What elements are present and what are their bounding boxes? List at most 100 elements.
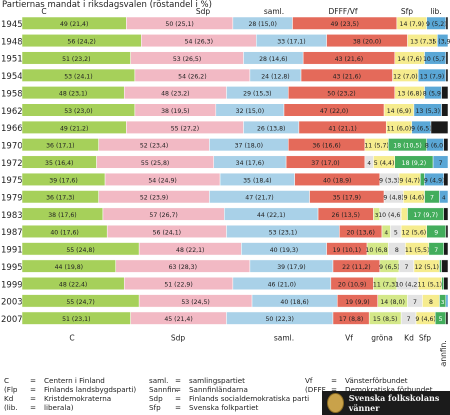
legend-abbreviation: C [4,376,10,385]
chart-title: Partiernas mandat i riksdagsvalen (rösta… [2,0,212,10]
legend-equals: = [331,376,338,385]
legend-entry: (Flp = Finlands landsbygdsparti) [4,385,136,394]
bar-data-label: 49 (21,2) [60,125,88,132]
bar-data-label: 4 [442,196,446,202]
year-label: 1948 [1,37,23,47]
bar-data-label: 50 (22,3) [266,316,294,323]
bar-data-label: 8 (6,0) [425,143,446,150]
bar-data-label: 19 (9,9) [345,299,370,306]
legend-entry: (DFFF = Demokratiska förbundet [305,385,433,394]
bar-data-label: 11 (5,5) [405,247,430,254]
year-label: 1995 [1,263,23,273]
stacked-bar-chart: C Sdp saml. DFFF/Vf Sfp lib. 1945 49 (21,4) 50 (… [1,7,450,367]
bar-data-label: 9 (4,8) [383,195,404,202]
seal-icon [327,393,344,413]
column-label: lib. [430,7,441,16]
legend-full-name: Finlands landsbygdsparti) [44,385,137,394]
bar-data-label: 14 (7,9) [400,21,425,28]
bar-data-label: 5 [439,316,443,323]
bar-data-label: 9 (4,6) [404,195,425,202]
bar-segment-other [441,103,449,117]
bar-segment-flp [439,259,442,273]
bar-data-label: 9 (4,9) [424,177,445,184]
bar-data-label: 10 (6,8) [365,247,390,254]
bar-data-label: 28 (15,0) [248,21,276,28]
bottom-column-label: C [69,333,74,342]
bar-data-label: 51 (22,9) [164,281,192,288]
bar-data-label: 13 (7,9) [420,73,445,80]
bar-data-label: 41 (21,1) [328,125,356,132]
bottom-column-label: gröna [371,333,393,342]
bar-data-label: 37 (18,0) [235,143,263,150]
bar-data-label: 38 (20,0) [353,39,381,46]
bar-data-label: 38 (19,5) [161,108,189,115]
bottom-column-label: Vf [345,333,353,342]
bar-segment-other [441,259,449,273]
bar-data-label: 5 (4,4) [374,160,395,167]
bar-data-label: 33 (17,1) [277,39,305,46]
bar-data-label: 20 (13,6) [346,229,374,236]
bottom-column-label: Sfp [419,333,431,342]
legend-abbreviation: saml. [149,376,169,385]
bar-data-label: 7 [413,299,417,306]
bar-data-label: 39 (17,9) [277,264,305,271]
bottom-column-label: Sdp [171,333,186,342]
bar-data-label: 11 (6,0) [387,125,412,132]
column-label: C [41,7,46,16]
bar-data-label: 29 (15,3) [243,91,271,98]
bar-data-label: 7 [430,195,434,202]
legend-full-name: Vänsterförbundet [345,376,408,385]
bar-segment-other [443,172,449,186]
bar-data-label: 22 (11,2) [342,264,370,271]
legend-entry: Sfp = Svenska folkpartiet [149,403,258,412]
bar-data-label: 36 (17,1) [46,143,74,150]
bar-data-label: 20 (10,9) [338,281,366,288]
bar-data-label: 43 (21,6) [333,73,361,80]
bar-data-label: 8 [429,299,433,306]
bar-segment-other [430,120,449,134]
bar-data-label: 9 [434,229,438,236]
bottom-column-label: Flp/Sannfin. [439,340,448,367]
bar-data-label: 53 (23,0) [64,108,92,115]
bar-segment-other [443,242,449,256]
bar-data-label: 7 [439,160,443,167]
bar-segment-other [445,68,449,82]
bar-data-label: 55 (27,2) [171,125,199,132]
bar-data-label: 5 [394,229,398,236]
bar-data-label: 18 (9,2) [402,160,427,167]
bar-data-label: 48 (23,2) [161,91,189,98]
bar-data-label: 13 (5,3) [416,108,441,115]
bar-segment-other [443,207,449,221]
bar-segment-other [443,138,449,152]
legend-abbreviation: Kd [4,394,14,403]
bar-data-label: 35 (16,4) [45,160,73,167]
legend-full-name: Svenska folkpartiet [189,403,259,412]
bar-data-label: 40 (19,3) [270,247,298,254]
bar-data-label: 13 (7,3) [410,39,435,46]
legend-equals: = [30,385,37,394]
bar-data-label: 48 (22,1) [176,247,204,254]
bar-data-label: 32 (15,0) [236,108,264,115]
bar-data-label: 53 (24,5) [181,299,209,306]
bar-data-label: 17 (8,8) [339,316,364,323]
bar-data-label: 5 (3,9) [432,39,450,46]
bar-data-label: 54 (26,2) [178,73,206,80]
bar-data-label: 7 [434,247,438,254]
bar-data-label: 17 (9,7) [413,212,438,219]
bar-data-label: 4 [384,230,388,236]
legend-equals: = [331,385,338,394]
bar-data-label: 13 (6,8) [397,91,422,98]
column-label: Sfp [401,7,413,16]
bar-data-label: 50 (23,2) [327,91,355,98]
bar-data-label: 47 (22,0) [320,108,348,115]
bar-segment-sfp [400,207,408,221]
column-label: DFFF/Vf [328,7,357,16]
bar-data-label: 34 (17,6) [236,160,264,167]
legend-equals: = [175,385,182,394]
bar-data-label: 10 (5,7) [423,56,448,63]
bottom-column-label: Kd [404,333,414,342]
bar-data-label: 9 (5,2) [426,21,447,28]
legend-full-name: samlingspartiet [189,376,245,385]
bar-data-label: 14 (6,9) [387,108,412,115]
bar-data-label: 53 (23,1) [269,229,297,236]
